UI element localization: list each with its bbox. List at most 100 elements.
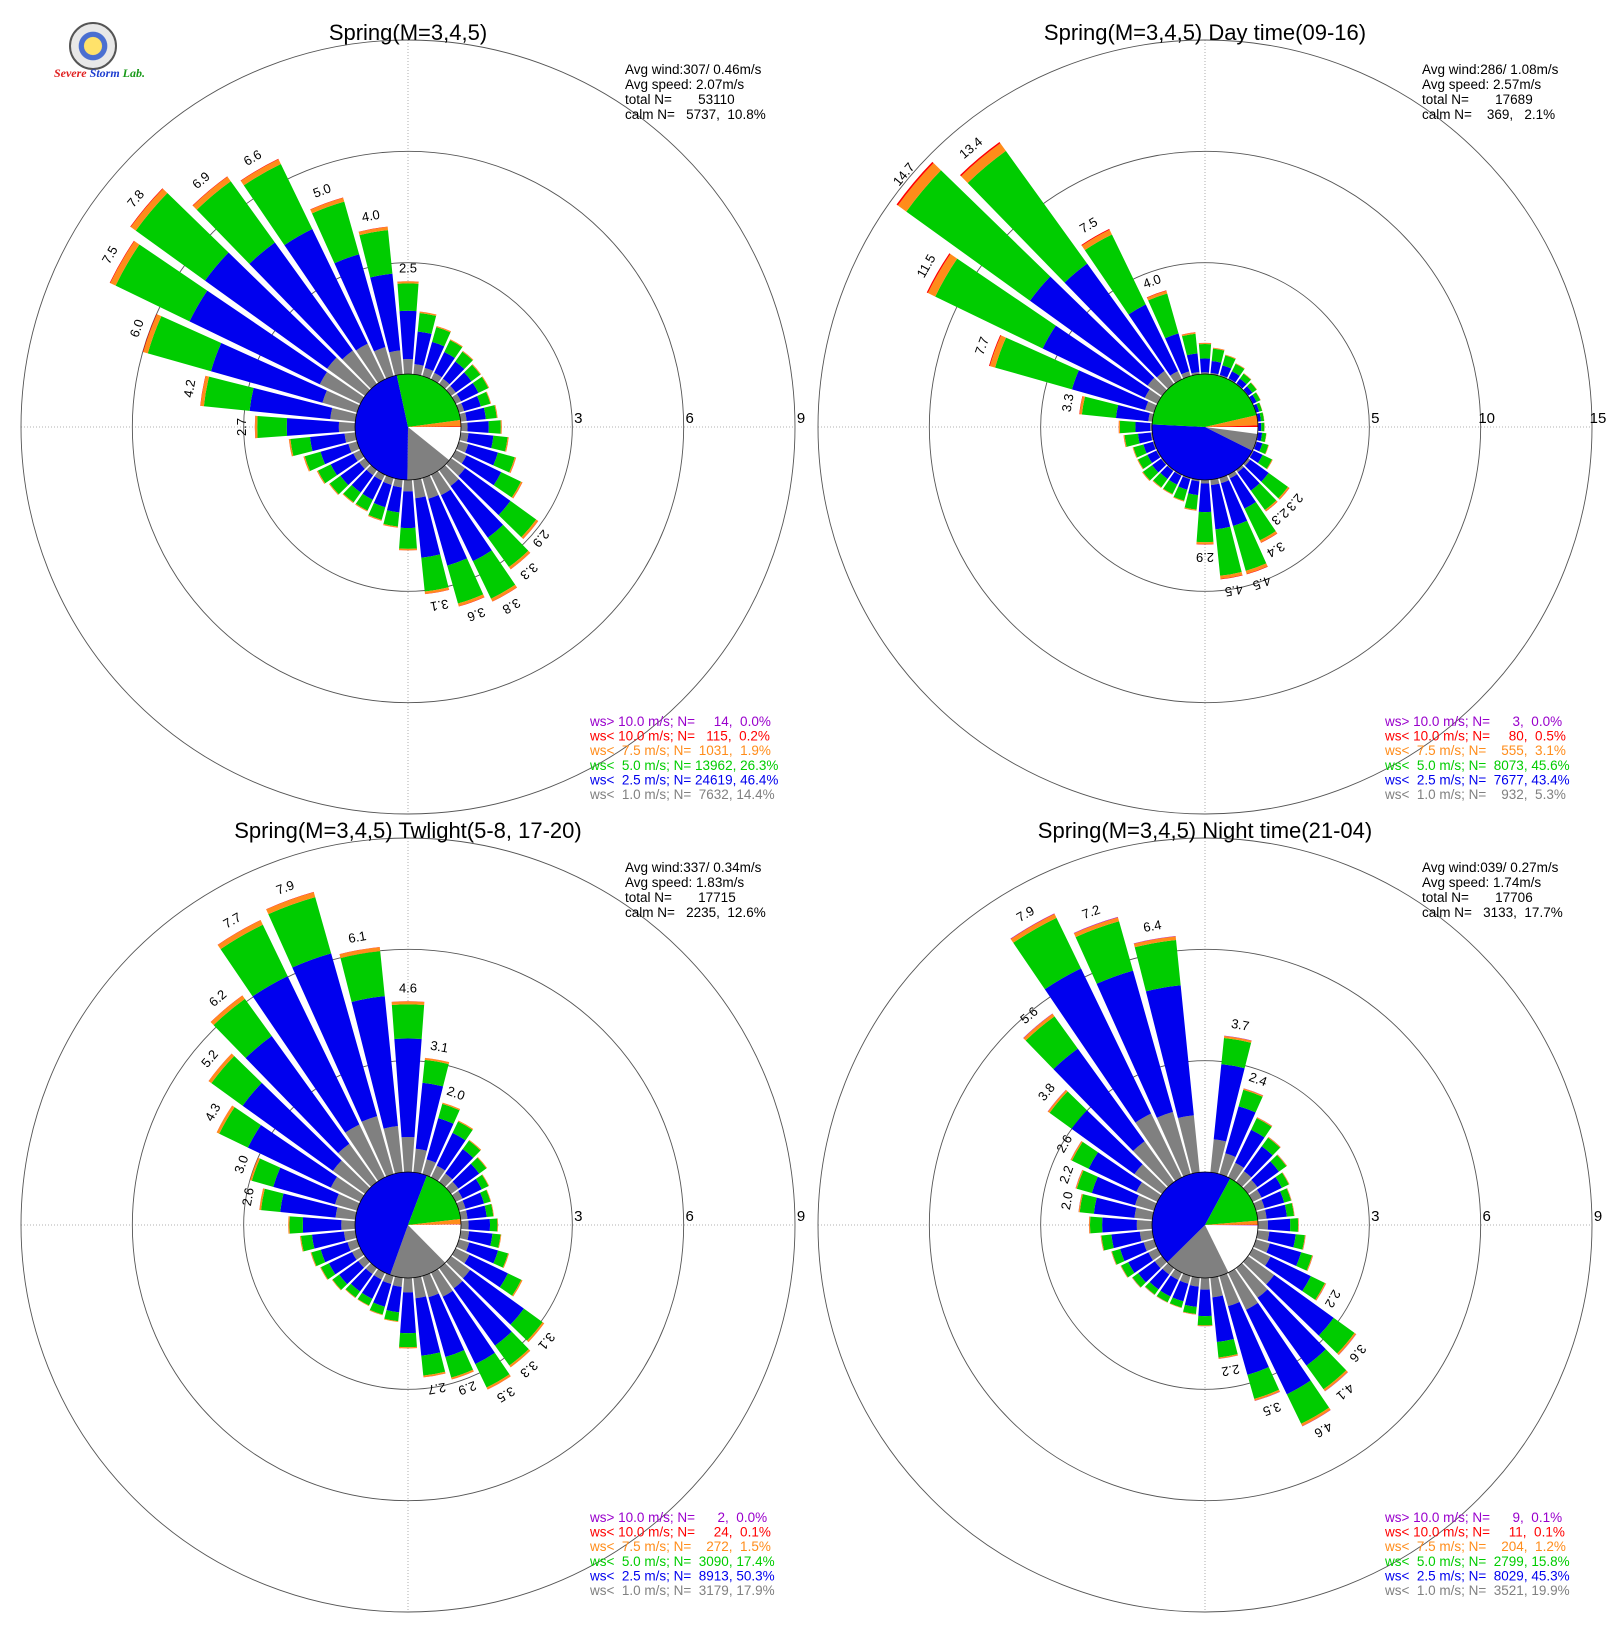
- petal-segment: [334, 254, 386, 352]
- center-pie-outline: [1151, 1171, 1259, 1279]
- petal-segment: [1064, 263, 1165, 378]
- petal-segment: [398, 1346, 418, 1349]
- petal-segment: [1228, 1162, 1244, 1182]
- petal-segment: [422, 475, 439, 499]
- petal-segment: [468, 1139, 482, 1151]
- petal-segment: [320, 443, 352, 465]
- petal-segment: [361, 1116, 394, 1177]
- petal-segment: [1132, 1273, 1146, 1288]
- petal-segment: [1137, 454, 1153, 469]
- wind-rose-panel-4: 3 6 9 2.0 2.2 2.6 3.8 5.6 7.9 7.2 6.4 3.7 2.4 2.2 3.6 4…: [817, 818, 1602, 1613]
- petal-value-label: 4.2: [180, 378, 198, 398]
- petal-segment: [397, 283, 419, 312]
- petal-segment: [440, 489, 492, 562]
- petal-segment: [1160, 1275, 1179, 1297]
- petal-segment: [451, 450, 467, 464]
- petal-segment: [1293, 1234, 1305, 1250]
- petal-segment: [1128, 1252, 1154, 1273]
- petal-segment: [1118, 420, 1121, 434]
- petal-segment: [1259, 402, 1263, 411]
- petal-segment: [289, 1216, 304, 1234]
- petal-segment: [130, 188, 163, 228]
- legend-entry: ws< 1.0 m/s; N= 932, 5.3%: [1384, 787, 1566, 802]
- petal-segment: [383, 475, 394, 485]
- petal-value-label: 4.5: [1251, 573, 1273, 593]
- petal-segment: [1173, 486, 1188, 501]
- center-pie-slice: [407, 427, 450, 480]
- petal-segment: [995, 337, 1079, 390]
- legend-entry: ws< 2.5 m/s; N= 7677, 43.4%: [1384, 772, 1570, 787]
- petal-segment: [467, 1231, 493, 1246]
- petal-segment: [1146, 290, 1167, 298]
- petal-segment: [1252, 392, 1261, 403]
- petal-segment: [961, 143, 1006, 183]
- petal-segment: [320, 1263, 336, 1280]
- petal-segment: [322, 390, 360, 413]
- petal-segment: [1186, 353, 1200, 374]
- petal-segment: [481, 376, 490, 389]
- petal-segment: [345, 1289, 356, 1299]
- petal-segment: [1145, 401, 1157, 413]
- petal-segment: [1245, 563, 1268, 574]
- petal-segment: [458, 596, 485, 607]
- petal-value-label: 2.0: [445, 1083, 467, 1103]
- petal-segment: [960, 142, 1001, 177]
- petal-value-label: 7.5: [99, 243, 121, 266]
- petal-segment: [445, 458, 466, 477]
- petal-segment: [254, 415, 256, 439]
- petal-segment: [1220, 571, 1243, 579]
- petal-segment: [383, 1126, 403, 1174]
- petal-value-label: 4.1: [1334, 1381, 1357, 1404]
- petal-segment: [110, 241, 140, 286]
- petal-segment: [445, 1256, 471, 1279]
- petal-segment: [1081, 228, 1110, 246]
- petal-segment: [1074, 917, 1120, 938]
- stat-total: total N= 53110: [625, 92, 735, 107]
- petal-segment: [1170, 371, 1182, 384]
- petal-value-label: 6.2: [206, 987, 229, 1010]
- petal-segment: [1251, 1118, 1272, 1138]
- petal-segment: [1302, 1276, 1325, 1300]
- petal-segment: [1265, 501, 1278, 512]
- legend-entry: ws< 10.0 m/s; N= 11, 0.1%: [1384, 1525, 1565, 1540]
- petal-segment: [304, 451, 326, 472]
- petal-segment: [1280, 1188, 1292, 1203]
- legend-entry: ws> 10.0 m/s; N= 3, 0.0%: [1384, 714, 1562, 729]
- petal-segment: [389, 350, 403, 376]
- legend-entry: ws< 5.0 m/s; N= 2799, 15.8%: [1384, 1554, 1570, 1569]
- petal-segment: [1096, 970, 1173, 1118]
- petal-segment: [392, 1276, 403, 1287]
- petal-segment: [1071, 1110, 1143, 1175]
- petal-segment: [483, 405, 497, 420]
- petal-value-label: 3.8: [1035, 1080, 1058, 1103]
- petal-value-label: 4.0: [361, 207, 381, 225]
- petal-segment: [1111, 1231, 1142, 1249]
- petal-segment: [1242, 1179, 1258, 1194]
- legend-entry: ws< 2.5 m/s; N= 8913, 50.3%: [589, 1568, 775, 1583]
- petal-segment: [368, 503, 386, 520]
- petal-value-label: 4.3: [202, 1101, 224, 1124]
- petal-segment: [1239, 373, 1251, 385]
- petal-segment: [1156, 370, 1174, 390]
- petal-segment: [1162, 488, 1173, 495]
- petal-segment: [257, 415, 288, 439]
- petal-segment: [261, 1188, 284, 1213]
- petal-segment: [341, 1220, 356, 1230]
- petal-segment: [357, 1292, 373, 1306]
- ring-label: 9: [1594, 1208, 1602, 1225]
- petal-segment: [1259, 412, 1265, 422]
- petal-segment: [1149, 1268, 1170, 1290]
- petal-segment: [1084, 234, 1146, 315]
- petal-segment: [459, 1210, 468, 1220]
- petal-segment: [1111, 1251, 1117, 1265]
- petal-value-label: 3.3: [517, 1358, 540, 1381]
- petal-segment: [211, 1055, 262, 1106]
- wind-rose-panel-3: 3 6 9 2.6 3.0 4.3 5.2 6.2 7.7 7.9 6.1 4.6 3.1 2.0 3.1 3…: [20, 818, 805, 1613]
- petal-segment: [251, 1158, 281, 1187]
- petal-segment: [1220, 480, 1248, 526]
- petal-segment: [1191, 371, 1200, 376]
- petal-segment: [1264, 433, 1267, 443]
- petal-segment: [497, 1218, 499, 1232]
- petal-segment: [428, 495, 468, 566]
- petal-segment: [345, 1283, 361, 1298]
